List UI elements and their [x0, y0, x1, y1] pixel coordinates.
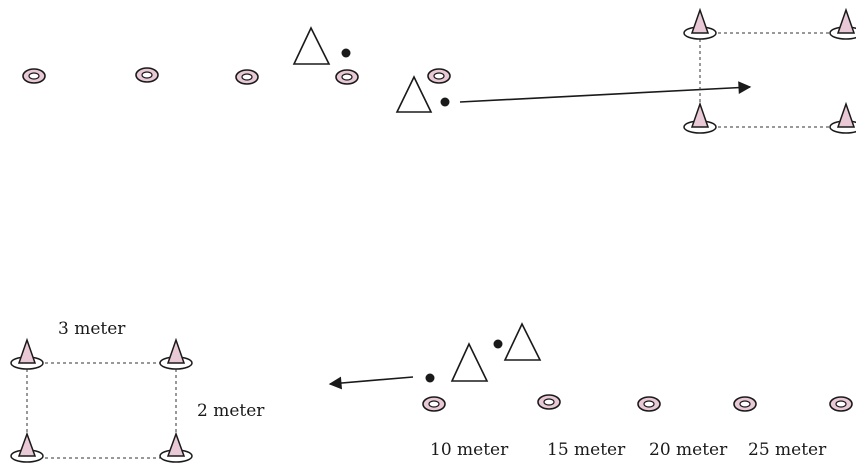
width-label: 3 meter — [58, 319, 126, 339]
player-triangle-icon — [503, 322, 542, 361]
player-triangle-icon — [292, 26, 331, 65]
cone-icon — [10, 337, 44, 370]
disc-marker-icon — [335, 69, 359, 85]
player-triangle-icon — [395, 75, 433, 113]
cone-icon — [159, 337, 193, 370]
disc-marker-icon — [422, 396, 446, 412]
cone-square-top-right — [683, 7, 856, 134]
disc-marker-icon — [22, 68, 46, 84]
player-triangle-icon — [450, 342, 489, 382]
distance-label-15: 15 meter — [547, 440, 626, 460]
bottom-drill: 3 meter 2 meter 10 mete — [10, 319, 853, 463]
height-label: 2 meter — [197, 401, 265, 421]
cone-icon — [683, 7, 717, 40]
ball-icon — [493, 339, 503, 349]
ball-icon — [341, 48, 351, 58]
cone-icon — [683, 101, 717, 134]
disc-marker-icon — [537, 394, 561, 410]
arrow-icon — [328, 376, 414, 390]
disc-marker-icon — [829, 396, 853, 412]
top-drill — [22, 7, 856, 134]
disc-marker-icon — [135, 67, 159, 83]
distance-label-10: 10 meter — [430, 440, 509, 460]
cone-icon — [10, 431, 44, 463]
ball-icon — [440, 97, 450, 107]
ball-icon — [425, 373, 435, 383]
cone-icon — [159, 431, 193, 463]
disc-marker-icon — [637, 396, 661, 412]
distance-label-25: 25 meter — [748, 440, 827, 460]
cone-icon — [829, 101, 856, 134]
cone-icon — [829, 7, 856, 40]
disc-marker-icon — [427, 68, 451, 84]
arrow-icon — [459, 81, 752, 103]
cone-square-bottom-left — [10, 337, 193, 463]
disc-marker-icon — [733, 396, 757, 412]
disc-marker-icon — [235, 69, 259, 85]
distance-label-20: 20 meter — [649, 440, 728, 460]
